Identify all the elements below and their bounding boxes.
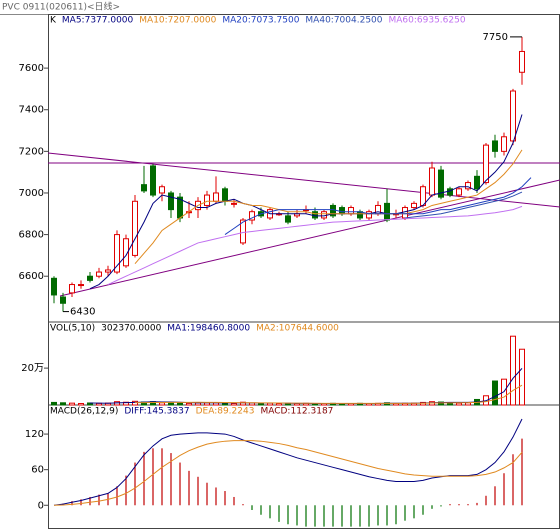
legend-entry: MACD(26,12,9) <box>50 407 118 417</box>
volume-ma-line <box>134 384 523 404</box>
candle-body <box>69 284 75 294</box>
y-tick-label: 60 <box>31 465 44 476</box>
legend-entry: K <box>50 16 57 26</box>
legend-entry: MACD:112.3187 <box>260 407 333 417</box>
candle-body <box>492 140 498 152</box>
y-tick-label: 120 <box>25 429 44 440</box>
candle-body <box>222 188 228 202</box>
volume-bar <box>231 403 237 406</box>
volume-bar <box>519 348 525 406</box>
legend-entry: MA5:7377.0000 <box>62 16 134 26</box>
candle-body <box>411 202 417 209</box>
legend-entry: 302370.0000 <box>101 324 161 334</box>
volume-bar <box>456 402 462 406</box>
volume-bar <box>384 402 390 406</box>
candle-body <box>231 202 237 205</box>
volume-bar <box>177 402 183 406</box>
candle-body <box>204 194 210 206</box>
candle-body <box>402 207 408 219</box>
legend-entry: MA60:6935.6250 <box>389 16 466 26</box>
ma-line <box>107 205 523 285</box>
volume-bar <box>51 401 57 406</box>
candle-body <box>420 186 426 206</box>
legend-entry: VOL(5,10) <box>50 324 95 334</box>
volume-bar <box>186 402 192 406</box>
y-tick-label: 20万 <box>21 363 44 374</box>
volume-bar <box>78 403 84 406</box>
candle-body <box>312 211 318 219</box>
candle-body <box>96 271 102 277</box>
annotation: 7750 <box>483 32 508 43</box>
candle-body <box>465 182 471 190</box>
legend-entry: MA20:7073.7500 <box>222 16 299 26</box>
trend-line <box>47 152 560 208</box>
candle-body <box>285 215 291 223</box>
trend-line <box>59 179 560 297</box>
candle-body <box>456 188 462 196</box>
candle-body <box>339 207 345 215</box>
volume-bar <box>159 402 165 406</box>
candle-body <box>51 277 57 296</box>
candle-body <box>141 184 147 192</box>
legend-entry: MA2:107644.6000 <box>256 324 339 334</box>
volume-bar <box>276 403 282 406</box>
candle-body <box>105 269 111 273</box>
candle-body <box>60 296 66 304</box>
y-tick-label: 7400 <box>19 105 44 116</box>
legend-entry: MA1:198460.8000 <box>167 324 250 334</box>
ma-line <box>89 114 523 290</box>
candle-body <box>123 238 129 267</box>
legend-entry: MA40:7004.2500 <box>305 16 382 26</box>
candle-body <box>150 165 156 196</box>
volume-bar <box>132 400 138 406</box>
y-tick-label: 6800 <box>19 230 44 241</box>
candle-body <box>213 192 219 202</box>
macd-line <box>53 440 523 506</box>
candle-body <box>501 136 507 152</box>
y-tick-label: 6600 <box>19 271 44 282</box>
candle-body <box>366 211 372 219</box>
candle-body <box>159 186 165 194</box>
candle-body <box>348 207 354 215</box>
title: PVC 0911(020611)<日线> <box>2 1 120 13</box>
volume-bar <box>69 402 75 406</box>
ma-line <box>404 191 523 219</box>
ma-line <box>224 177 532 236</box>
candle-body <box>240 219 246 244</box>
candle-body <box>168 192 174 211</box>
candle-body <box>114 234 120 273</box>
candle-body <box>429 167 435 196</box>
ma-line <box>134 149 523 265</box>
candle-body <box>78 284 84 287</box>
y-tick-label: 7000 <box>19 188 44 199</box>
candle-body <box>87 275 93 281</box>
legend-entry: DEA:89.2243 <box>196 407 255 417</box>
candle-body <box>519 50 525 73</box>
legend-entry: DIFF:145.3837 <box>124 407 189 417</box>
candle-body <box>438 169 444 198</box>
candle-body <box>357 211 363 219</box>
candle-body <box>384 202 390 221</box>
y-tick-label: 0 <box>38 500 44 511</box>
candle-body <box>474 175 480 190</box>
annotation: 6430 <box>70 307 95 318</box>
candle-body <box>321 211 327 219</box>
candle-body <box>510 90 516 142</box>
y-tick-label: 7600 <box>19 63 44 74</box>
volume-bar <box>510 335 516 406</box>
candle-body <box>132 200 138 256</box>
volume-bar <box>258 402 264 406</box>
trend-lines <box>47 152 560 297</box>
candle-body <box>249 211 255 221</box>
y-tick-label: 7200 <box>19 146 44 157</box>
volume-bar <box>492 380 498 406</box>
volume-bar <box>60 402 66 406</box>
candle-body <box>483 144 489 184</box>
legend-entry: MA10:7207.0000 <box>139 16 216 26</box>
